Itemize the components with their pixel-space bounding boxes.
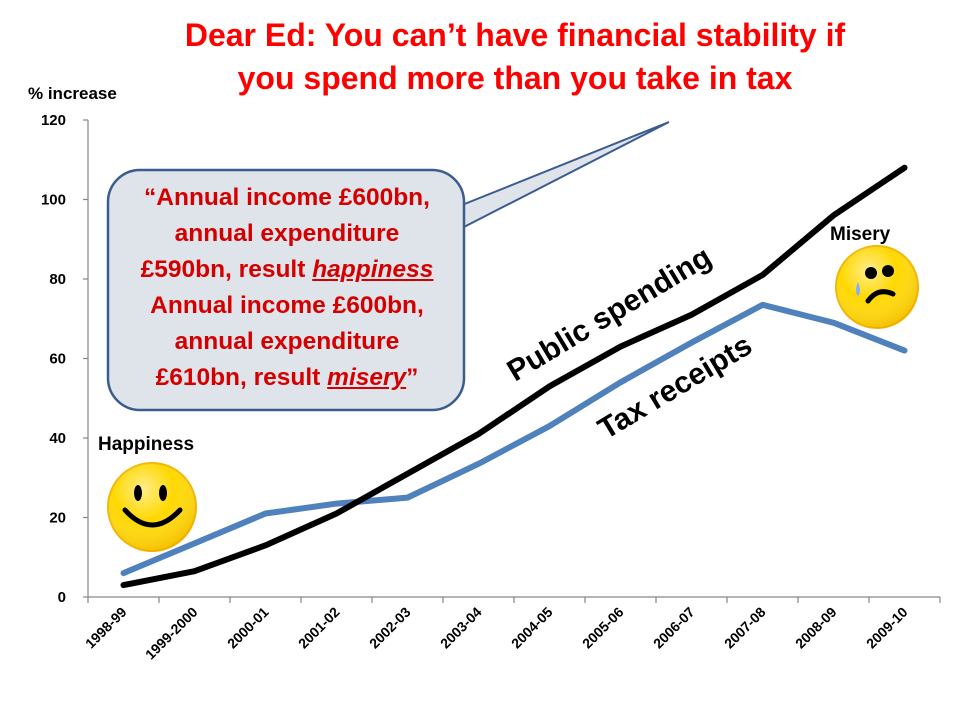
x-tick-label: 2009-10 (863, 604, 911, 652)
callout-text: “Annual income £600bn, annual expenditur… (112, 180, 462, 396)
x-tick-label: 2001-02 (295, 604, 343, 652)
callout-line-1: “Annual income £600bn, (144, 184, 430, 211)
x-tick-label: 2003-04 (437, 604, 485, 652)
y-tick-label: 100 (41, 192, 66, 209)
sad-face-icon (835, 245, 919, 329)
x-tick-label: 1998-99 (82, 604, 130, 652)
y-tick-label: 60 (49, 351, 66, 368)
x-tick-label: 2007-08 (721, 604, 769, 652)
y-axis-label: % increase (28, 84, 117, 103)
title-line-2: you spend more than you take in tax (237, 60, 793, 96)
y-tick-label: 0 (58, 589, 66, 606)
x-tick-label: 2002-03 (366, 604, 414, 652)
x-tick-label: 1999-2000 (142, 604, 201, 663)
happy-face-icon (107, 462, 197, 552)
callout-line-4: Annual income £600bn, (150, 292, 424, 319)
x-tick-label: 2005-06 (579, 604, 627, 652)
tax-receipts-line (120, 301, 908, 577)
x-tick-label: 2006-07 (650, 604, 698, 652)
y-tick-label: 120 (41, 112, 66, 129)
misery-label: Misery (830, 224, 891, 245)
y-tick-label: 20 (49, 510, 66, 527)
public-spending-line (120, 164, 908, 589)
callout-box (106, 168, 466, 412)
callout-line-3: £590bn, result happiness (140, 256, 434, 283)
callout-pointer (461, 121, 670, 230)
callout-line-6: £610bn, result misery” (155, 364, 419, 391)
y-tick-label: 40 (49, 430, 66, 447)
callout-line-2: annual expenditure (174, 220, 400, 247)
happiness-label: Happiness (98, 434, 195, 455)
series-lines (120, 164, 908, 589)
x-tick-label: 2004-05 (508, 604, 556, 652)
title-line-1: Dear Ed: You can’t have financial stabil… (184, 17, 846, 53)
misery-emphasis: misery (327, 364, 407, 391)
x-tick-label: 2000-01 (224, 604, 272, 652)
happiness-emphasis: happiness (312, 256, 434, 283)
x-tick-label: 2008-09 (792, 604, 840, 652)
chart-title: Dear Ed: You can’t have financial stabil… (100, 14, 930, 100)
callout-line-5: annual expenditure (174, 328, 400, 355)
y-tick-label: 80 (49, 271, 66, 288)
